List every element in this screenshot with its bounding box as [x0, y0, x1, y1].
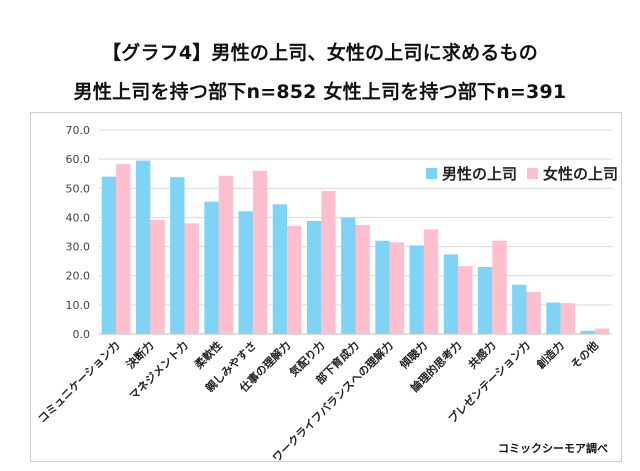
x-tick-label: 傾聴力	[396, 338, 430, 372]
y-tick-label: 20.0	[66, 270, 91, 283]
bar-female	[594, 328, 610, 334]
bar-female	[526, 292, 541, 334]
bar-female	[252, 170, 268, 334]
bar-female	[560, 303, 576, 334]
y-tick-label: 40.0	[66, 211, 91, 224]
x-tick-label: その他	[568, 338, 601, 371]
bar-male	[204, 201, 219, 334]
legend-swatch-male	[426, 168, 437, 179]
y-tick-label: 50.0	[66, 182, 91, 195]
y-tick-label: 0.0	[73, 328, 91, 341]
x-tick-label: 創造力	[533, 338, 567, 372]
x-tick-label: 共感力	[465, 338, 498, 371]
bar-female	[184, 223, 199, 334]
bar-male	[170, 177, 185, 334]
bar-male	[101, 176, 117, 334]
y-tick-label: 70.0	[66, 124, 91, 137]
x-tick-label: 決断力	[123, 338, 156, 371]
y-tick-label: 60.0	[66, 153, 91, 166]
bar-female	[423, 229, 439, 334]
bar-male	[477, 266, 493, 334]
source-note: コミックシーモア調べ	[498, 442, 608, 455]
x-tick-label: ワークライフバランスへの理解力	[269, 338, 395, 464]
chart-subtitle: 男性上司を持つ部下n=852 女性上司を持つ部下n=391	[73, 81, 567, 103]
bar-male	[341, 217, 356, 334]
bar-male	[238, 211, 253, 334]
bar-male	[375, 240, 390, 334]
bar-female	[321, 190, 336, 334]
bar-male	[546, 302, 561, 334]
y-tick-label: 30.0	[66, 241, 91, 254]
bar-male	[306, 220, 322, 334]
legend-swatch-female	[527, 168, 538, 179]
bar-male	[580, 330, 595, 334]
bar-male	[512, 284, 527, 334]
chart-title: 【グラフ4】男性の上司、女性の上司に求めるもの	[102, 42, 538, 64]
legend-label-male: 男性の上司	[442, 165, 518, 183]
bar-female	[458, 266, 473, 334]
bar-female	[218, 175, 234, 334]
legend-item-female: 女性の上司	[527, 163, 618, 184]
chart-frame	[30, 112, 622, 462]
bar-female	[150, 219, 165, 334]
bar-male	[272, 204, 288, 334]
bar-female	[492, 240, 507, 334]
bar-male	[443, 254, 459, 334]
y-tick-label: 10.0	[66, 299, 91, 312]
bar-male	[409, 245, 424, 334]
bar-female	[287, 225, 302, 334]
x-tick-label: 柔軟性	[191, 338, 225, 372]
legend-label-female: 女性の上司	[543, 165, 619, 183]
bar-female	[389, 242, 405, 334]
bar-female	[116, 164, 131, 334]
bar-male	[135, 160, 151, 334]
bar-female	[355, 225, 370, 334]
x-tick-label: コミュニケーション力	[35, 338, 123, 426]
x-tick-label: マネジメント力	[126, 338, 190, 402]
legend-item-male: 男性の上司	[426, 163, 517, 184]
